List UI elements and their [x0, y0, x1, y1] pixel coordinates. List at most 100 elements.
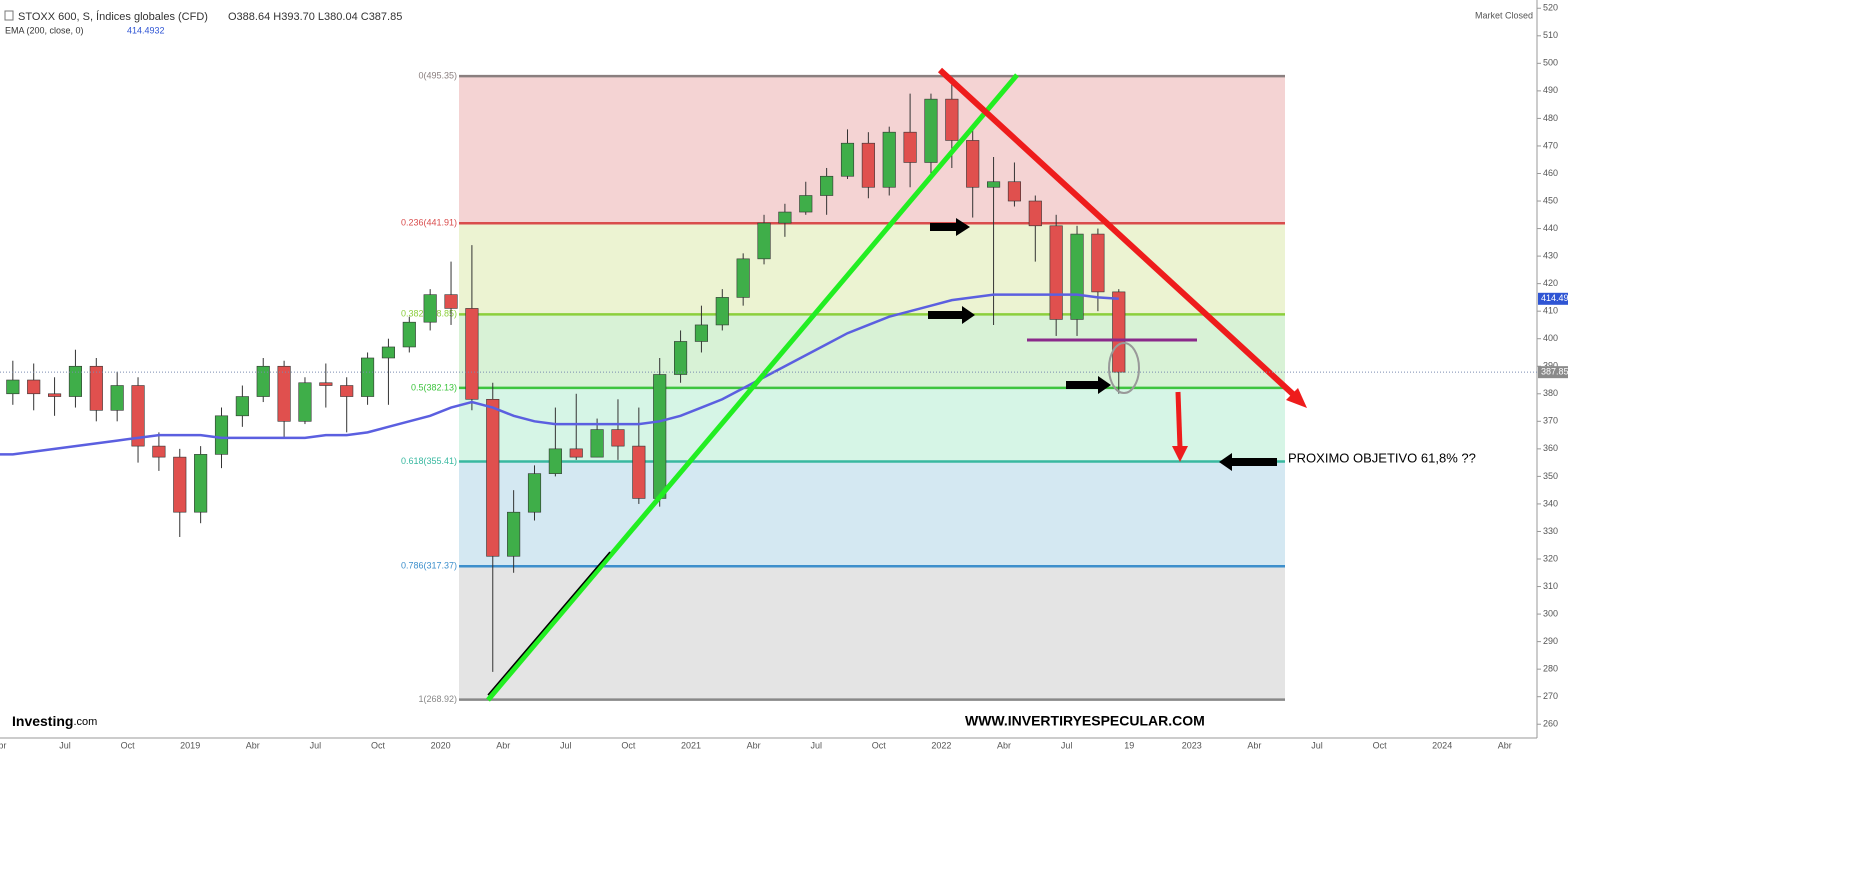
candle-body: [68, 365, 82, 397]
candle-body: [6, 379, 20, 395]
website: WWW.INVERTIRYESPECULAR.COM: [965, 713, 1205, 729]
y-tick-label: 410: [1543, 306, 1558, 316]
highlight-ellipse: [1108, 342, 1140, 394]
indicator-value: 414.4932: [127, 25, 165, 35]
arrow-head: [1286, 388, 1307, 408]
y-tick-label: 510: [1543, 30, 1558, 40]
fib-label: 0.236(441.91): [401, 218, 457, 228]
logo: Investing.com: [12, 713, 97, 729]
candle-body: [298, 382, 312, 422]
x-tick-label: Abr: [496, 740, 510, 750]
fib-label: 0.5(382.13): [411, 382, 457, 392]
down-arrow: [1175, 391, 1183, 449]
close: C387.85: [361, 11, 403, 23]
fib-bands: [459, 76, 1285, 700]
y-tick-label: 360: [1543, 443, 1558, 453]
y-tick-label: 270: [1543, 691, 1558, 701]
logo-text: Investing: [12, 713, 73, 729]
y-tick-label: 390: [1543, 361, 1558, 371]
fib-band: [459, 461, 1285, 567]
y-tick-label: 460: [1543, 168, 1558, 178]
candle-body: [152, 445, 166, 458]
candle-body: [381, 346, 395, 359]
x-tick-label: Oct: [121, 740, 136, 750]
candle-body: [1028, 200, 1042, 227]
candle-body: [423, 294, 437, 323]
target-note: PROXIMO OBJETIVO 61,8% ??: [1288, 450, 1476, 465]
y-tick-label: 480: [1543, 113, 1558, 123]
y-tick-label: 280: [1543, 664, 1558, 674]
x-tick-label: 2020: [431, 740, 451, 750]
y-tick-label: 300: [1543, 608, 1558, 618]
candle-body: [757, 222, 771, 260]
candle-body: [736, 258, 750, 298]
x-tick-label: Abr: [997, 740, 1011, 750]
candle-body: [110, 385, 124, 411]
x-tick-label: Oct: [1373, 740, 1388, 750]
trend-line-thin: [487, 551, 611, 696]
x-tick-label: 2022: [931, 740, 951, 750]
y-tick-label: 370: [1543, 416, 1558, 426]
high: H393.70: [273, 11, 315, 23]
candle-body: [799, 195, 813, 213]
candle-body: [694, 324, 708, 342]
candle-body: [632, 445, 646, 499]
y-tick-label: 380: [1543, 388, 1558, 398]
x-tick-label: 2019: [180, 740, 200, 750]
candle-body: [277, 365, 291, 422]
y-tick-label: 490: [1543, 85, 1558, 95]
low: L380.04: [318, 11, 358, 23]
candle-body: [527, 473, 542, 513]
y-tick-label: 470: [1543, 140, 1558, 150]
x-tick-label: Oct: [872, 740, 887, 750]
candle-body: [465, 308, 479, 400]
candle-body: [715, 297, 729, 326]
arrows: [928, 218, 1277, 471]
candle-body: [27, 379, 41, 395]
x-tick-label: Jul: [810, 740, 822, 750]
candle-body: [674, 341, 688, 375]
candle-body: [48, 393, 62, 397]
candle-body: [1007, 181, 1021, 202]
x-tick-label: Abr: [1498, 740, 1512, 750]
x-tick-label: Oct: [371, 740, 386, 750]
candle-body: [966, 140, 980, 188]
fib-label: 0.786(317.37): [401, 561, 457, 571]
candle-body: [861, 142, 875, 188]
price-tag-label: 414.49: [1541, 293, 1569, 303]
logo-suffix: .com: [73, 716, 97, 728]
y-tick-label: 420: [1543, 278, 1558, 288]
x-tick-label: Jul: [310, 740, 322, 750]
price-tag: [1538, 292, 1568, 305]
y-tick-label: 450: [1543, 195, 1558, 205]
fib-label: 1(268.92): [418, 694, 457, 704]
candle-body: [653, 374, 667, 499]
candle-body: [840, 142, 855, 177]
price-tag: [1538, 366, 1568, 379]
symbol: STOXX 600, S, Índices globales (CFD): [18, 10, 208, 23]
x-tick-label: Abr: [747, 740, 761, 750]
ohlc: O388.64 H393.70 L380.04 C387.85: [228, 11, 402, 23]
fib-band: [459, 314, 1285, 388]
candle-body: [89, 365, 103, 411]
fib-band: [459, 566, 1285, 700]
ema-line: [0, 293, 1119, 456]
y-tick-label: 430: [1543, 250, 1558, 260]
candle-body: [173, 456, 187, 513]
x-tick-label: 2021: [681, 740, 701, 750]
y-tick-label: 520: [1543, 3, 1558, 13]
candle-body: [569, 448, 583, 458]
candle-body: [402, 321, 416, 348]
x-tick-label: br: [0, 740, 6, 750]
candle-body: [987, 181, 1001, 188]
y-tick-label: 440: [1543, 223, 1558, 233]
candle-body: [945, 98, 959, 141]
candle-body: [361, 357, 375, 397]
candle-body: [486, 398, 500, 557]
y-tick-label: 340: [1543, 498, 1558, 508]
candle-body: [778, 211, 792, 224]
trend-line: [486, 73, 1019, 702]
candle-body: [340, 385, 354, 397]
x-tick-label: 2024: [1432, 740, 1452, 750]
